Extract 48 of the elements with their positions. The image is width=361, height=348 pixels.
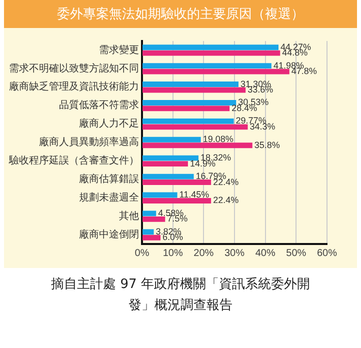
y-tick-label: 驗收程序延誤（含審查文件） [8, 154, 139, 167]
bar [142, 198, 212, 204]
x-tick-label: 30% [224, 248, 245, 259]
y-tick-label: 其他 [119, 210, 139, 222]
bar [142, 82, 239, 87]
y-tick-label: 廠商中途倒閉 [79, 228, 139, 240]
data-label: 22.4% [213, 195, 239, 206]
bar [142, 44, 278, 50]
bar [142, 87, 246, 93]
data-label: 4.58% [158, 208, 184, 218]
bar [142, 229, 154, 235]
y-tick-label: 廠商人力不足 [79, 118, 139, 130]
x-tick-label: 50% [286, 248, 306, 259]
y-tick-label: 品質低落不符需求 [59, 99, 139, 112]
bar [142, 136, 201, 142]
bar [142, 106, 230, 112]
text: 摘自主計處 97 年政府機關「資訊系統委外開發」概況調查報告 [50, 276, 310, 315]
x-tick-label: 20% [194, 248, 214, 259]
bar [142, 124, 248, 130]
chart-title: 委外專案無法如期驗收的主要原因（複選） [4, 0, 357, 28]
x-tick-label: 10% [162, 248, 183, 259]
y-tick-label: 廠商缺乏管理及資訊技術能力 [9, 80, 139, 93]
bar [142, 118, 234, 124]
bar [142, 192, 178, 198]
bar [142, 234, 160, 240]
x-tick-label: 0% [134, 248, 150, 259]
bar [142, 161, 188, 167]
bar [142, 210, 156, 216]
bar [142, 50, 280, 56]
bar [142, 63, 272, 69]
data-label: 35.8% [254, 140, 280, 150]
x-tick-label: 60% [316, 248, 338, 259]
x-tick-label: 40% [255, 248, 276, 259]
y-tick-label: 廠商估算錯誤 [79, 173, 139, 186]
y-tick-label: 規劃未盡週全 [79, 191, 139, 204]
bar [142, 174, 194, 180]
bar [142, 68, 290, 74]
bar [142, 155, 198, 161]
data-label: 11.45% [179, 189, 210, 200]
bar [142, 142, 252, 148]
bar [142, 100, 236, 106]
data-label: 19.08% [202, 134, 234, 144]
bar [142, 216, 166, 222]
y-tick-label: 需求不明確以致雙方認知不同 [9, 62, 139, 74]
bar [142, 180, 212, 185]
data-label: 44.8% [282, 48, 308, 58]
y-tick-label: 需求變更 [99, 44, 139, 56]
y-tick-label: 廠商人員異動頻率過高 [39, 136, 139, 148]
